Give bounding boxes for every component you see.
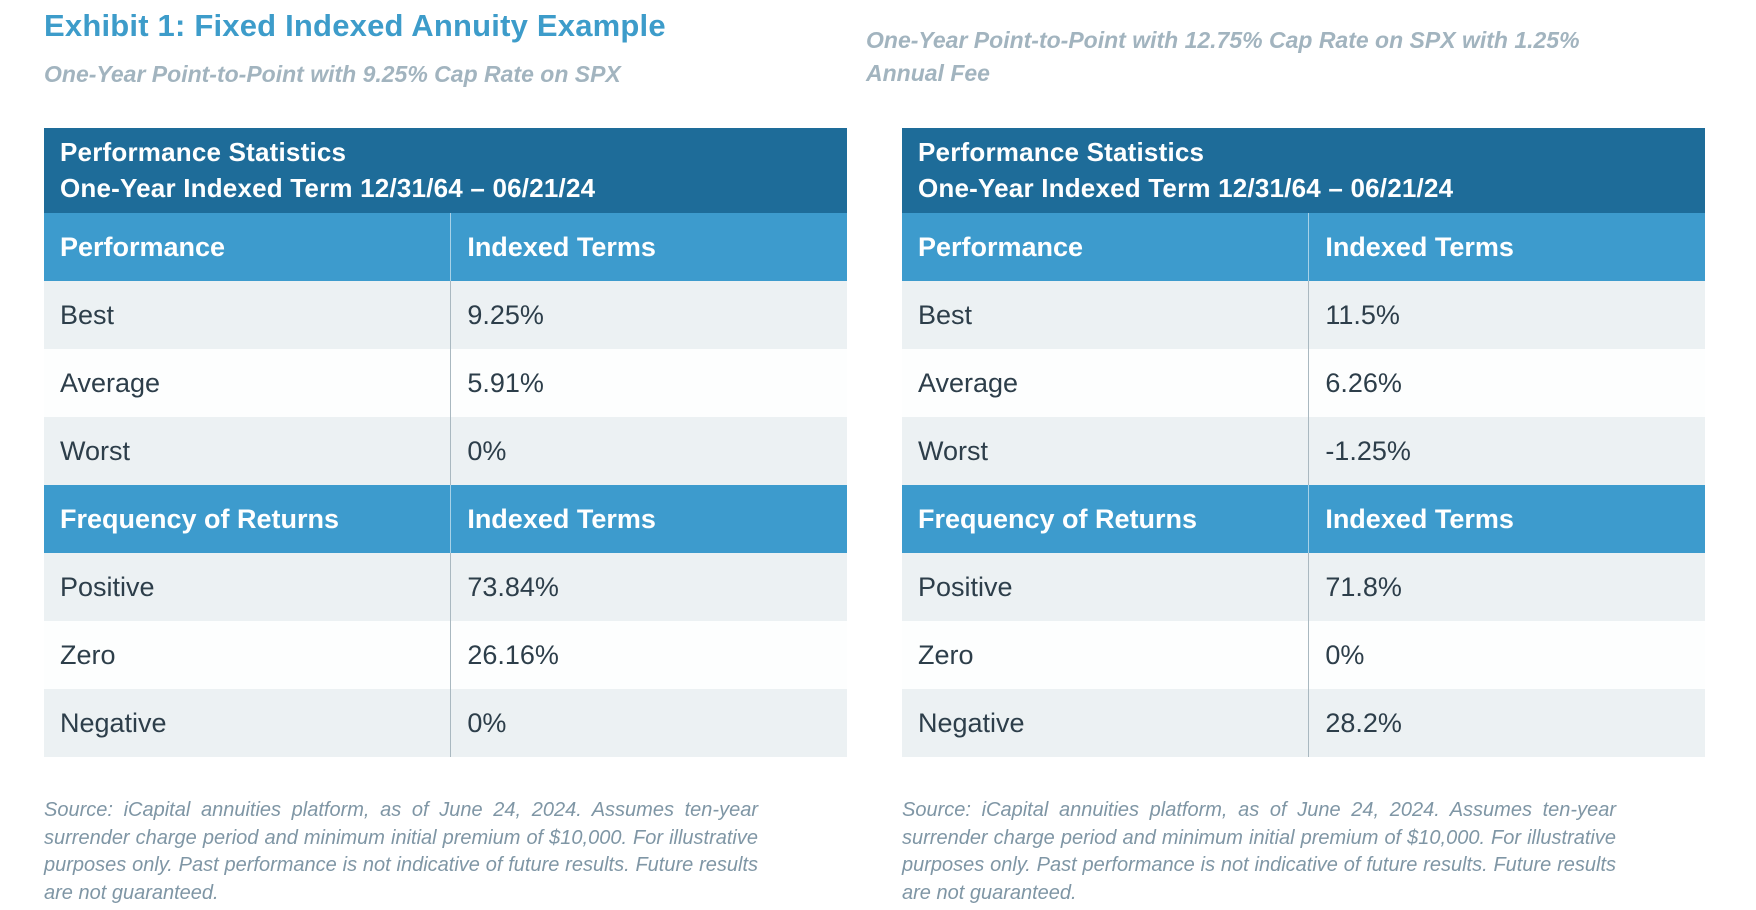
left-table-title-line2: One-Year Indexed Term 12/31/64 – 06/21/2… — [60, 172, 596, 203]
table-row-worst: Worst -1.25% — [902, 417, 1705, 485]
right-frequency-header-row: Frequency of Returns Indexed Terms — [902, 485, 1705, 553]
table-row-zero: Zero 0% — [902, 621, 1705, 689]
left-header-zone: Exhibit 1: Fixed Indexed Annuity Example… — [44, 0, 847, 128]
row-label: Negative — [60, 707, 167, 738]
row-label: Positive — [60, 571, 155, 602]
row-label: Zero — [918, 639, 974, 670]
row-value: 5.91% — [450, 349, 847, 417]
row-label: Worst — [60, 435, 131, 466]
column-header-indexed-terms: Indexed Terms — [450, 213, 847, 281]
row-value: 73.84% — [450, 553, 847, 621]
column-header-indexed-terms: Indexed Terms — [450, 485, 847, 553]
row-value: -1.25% — [1308, 417, 1705, 485]
column-header-indexed-terms: Indexed Terms — [1308, 213, 1705, 281]
row-label: Worst — [918, 435, 989, 466]
right-source-note: Source: iCapital annuities platform, as … — [902, 799, 1616, 904]
right-table-title-bar: Performance Statistics One-Year Indexed … — [902, 128, 1705, 213]
right-table-title-line2: One-Year Indexed Term 12/31/64 – 06/21/2… — [918, 172, 1454, 203]
table-row-negative: Negative 28.2% — [902, 689, 1705, 757]
row-label: Best — [60, 299, 115, 330]
table-row-negative: Negative 0% — [44, 689, 847, 757]
right-performance-table: Performance Statistics One-Year Indexed … — [902, 128, 1705, 757]
row-label: Zero — [60, 639, 116, 670]
row-label: Positive — [918, 571, 1013, 602]
row-value: 0% — [1308, 621, 1705, 689]
table-row-positive: Positive 71.8% — [902, 553, 1705, 621]
right-table-title-line1: Performance Statistics — [918, 137, 1205, 168]
column-header-indexed-terms: Indexed Terms — [1308, 485, 1705, 553]
left-performance-header-row: Performance Indexed Terms — [44, 213, 847, 281]
left-table-title-bar: Performance Statistics One-Year Indexed … — [44, 128, 847, 213]
page-title: Exhibit 1: Fixed Indexed Annuity Example — [44, 8, 666, 43]
table-row-worst: Worst 0% — [44, 417, 847, 485]
left-performance-table: Performance Statistics One-Year Indexed … — [44, 128, 847, 757]
column-header-performance: Performance — [918, 231, 1084, 262]
row-value: 26.16% — [450, 621, 847, 689]
left-frequency-header-row: Frequency of Returns Indexed Terms — [44, 485, 847, 553]
table-row-zero: Zero 26.16% — [44, 621, 847, 689]
table-row-average: Average 6.26% — [902, 349, 1705, 417]
row-value: 71.8% — [1308, 553, 1705, 621]
column-header-frequency: Frequency of Returns — [60, 503, 340, 534]
exhibit-right-column: One-Year Point-to-Point with 12.75% Cap … — [866, 0, 1705, 907]
left-table-subtitle: One-Year Point-to-Point with 9.25% Cap R… — [44, 61, 621, 87]
table-row-average: Average 5.91% — [44, 349, 847, 417]
row-value: 28.2% — [1308, 689, 1705, 757]
table-row-positive: Positive 73.84% — [44, 553, 847, 621]
row-value: 11.5% — [1308, 281, 1705, 349]
row-label: Average — [918, 367, 1019, 398]
row-value: 0% — [450, 417, 847, 485]
left-table-title-line1: Performance Statistics — [60, 137, 347, 168]
row-value: 6.26% — [1308, 349, 1705, 417]
table-row-best: Best 9.25% — [44, 281, 847, 349]
right-header-zone: One-Year Point-to-Point with 12.75% Cap … — [866, 0, 1705, 128]
exhibit-left-column: Exhibit 1: Fixed Indexed Annuity Example… — [44, 0, 847, 907]
right-table-subtitle: One-Year Point-to-Point with 12.75% Cap … — [866, 27, 1580, 87]
column-header-performance: Performance — [60, 231, 226, 262]
column-header-frequency: Frequency of Returns — [918, 503, 1198, 534]
row-label: Average — [60, 367, 161, 398]
row-label: Negative — [918, 707, 1025, 738]
table-row-best: Best 11.5% — [902, 281, 1705, 349]
row-label: Best — [918, 299, 973, 330]
row-value: 0% — [450, 689, 847, 757]
row-value: 9.25% — [450, 281, 847, 349]
right-performance-header-row: Performance Indexed Terms — [902, 213, 1705, 281]
left-source-note: Source: iCapital annuities platform, as … — [44, 799, 758, 904]
